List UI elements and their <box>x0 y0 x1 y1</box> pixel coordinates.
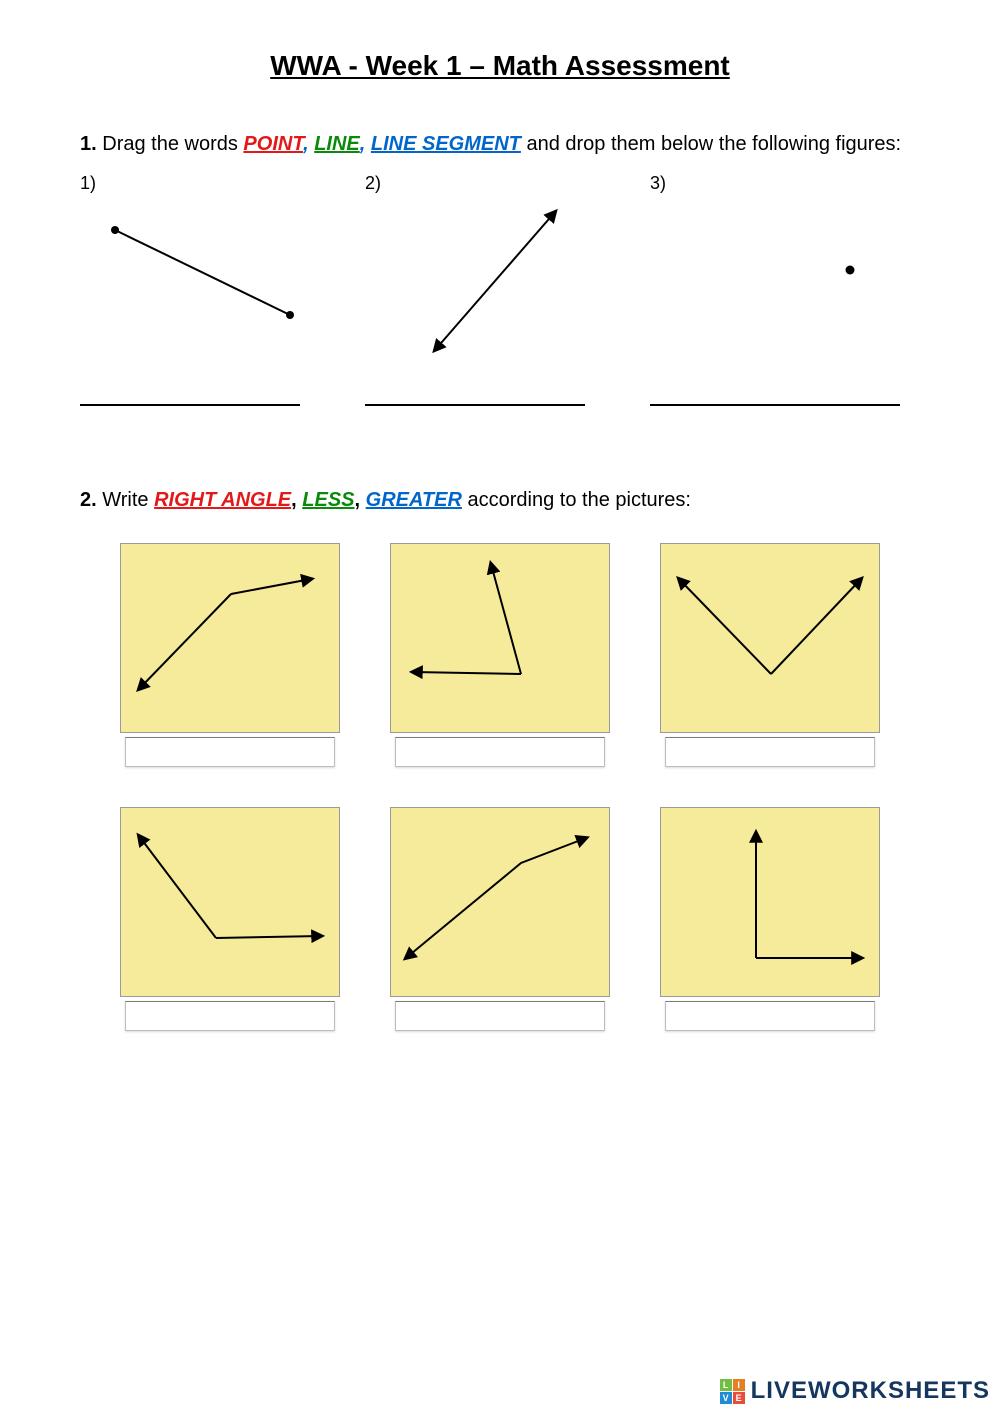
angle-box <box>390 543 610 733</box>
q1-instruction: 1. Drag the words POINT, LINE, LINE SEGM… <box>80 130 920 159</box>
angle-box <box>660 543 880 733</box>
q2-answer-input-5[interactable] <box>395 1001 605 1031</box>
q1-drop-1[interactable] <box>80 382 300 406</box>
watermark-text: LIVEWORKSHEETS <box>751 1377 990 1405</box>
q1-figure-1: 1) <box>80 173 350 406</box>
q2-number: 2. <box>80 489 97 511</box>
angle-box <box>120 543 340 733</box>
q1-kw-point[interactable]: POINT <box>243 133 303 155</box>
q1-drop-3[interactable] <box>650 382 900 406</box>
logo-cell: V <box>720 1392 732 1404</box>
q1-figure-3: 3) <box>650 173 920 406</box>
logo-cell: I <box>733 1379 745 1391</box>
q1-drop-2[interactable] <box>365 382 585 406</box>
q2-tile <box>390 807 610 1031</box>
q1-kw-line[interactable]: LINE <box>314 133 360 155</box>
q1-fig3-label: 3) <box>650 173 920 194</box>
angle-box <box>120 807 340 997</box>
q1-figures-row: 1) 2) 3) <box>80 173 920 406</box>
angle-box <box>390 807 610 997</box>
angle-icon <box>121 808 341 998</box>
angle-icon <box>661 808 881 998</box>
q2-sep1: , <box>291 489 302 511</box>
line-segment-icon <box>80 200 350 360</box>
q2-answer-input-4[interactable] <box>125 1001 335 1031</box>
angle-icon <box>391 808 611 998</box>
q2-tail: according to the pictures: <box>462 489 691 511</box>
logo-cell: L <box>720 1379 732 1391</box>
q1-kw-linesegment[interactable]: LINE SEGMENT <box>371 133 521 155</box>
q2-instruction: 2. Write RIGHT ANGLE, LESS, GREATER acco… <box>80 486 920 515</box>
q2-answer-input-2[interactable] <box>395 737 605 767</box>
angle-icon <box>391 544 611 734</box>
q1-sep2: , <box>360 133 371 155</box>
q2-tile <box>120 543 340 767</box>
watermark: LIVE LIVEWORKSHEETS <box>720 1377 990 1405</box>
q2-sep2: , <box>355 489 366 511</box>
q2-lead: Write <box>97 489 154 511</box>
q1-tail: and drop them below the following figure… <box>521 133 901 155</box>
q1-sep1: , <box>303 133 314 155</box>
q2-tile <box>390 543 610 767</box>
angle-box <box>660 807 880 997</box>
q2-answer-input-1[interactable] <box>125 737 335 767</box>
angle-icon <box>661 544 881 734</box>
point-icon <box>650 200 920 360</box>
q2-tile <box>120 807 340 1031</box>
logo-cell: E <box>733 1392 745 1404</box>
page-title: WWA - Week 1 – Math Assessment <box>80 50 920 82</box>
q1-lead: Drag the words <box>97 133 244 155</box>
q2-kw-rightangle: RIGHT ANGLE <box>154 489 291 511</box>
q2-answer-input-3[interactable] <box>665 737 875 767</box>
q2-tile <box>660 543 880 767</box>
q1-fig1-label: 1) <box>80 173 350 194</box>
q1-number: 1. <box>80 133 97 155</box>
angle-icon <box>121 544 341 734</box>
q1-fig2-label: 2) <box>365 173 635 194</box>
liveworksheets-logo-icon: LIVE <box>720 1379 745 1404</box>
q2-tile-grid <box>80 543 920 1031</box>
q2-answer-input-6[interactable] <box>665 1001 875 1031</box>
q2-tile <box>660 807 880 1031</box>
line-icon <box>365 200 635 360</box>
q2-kw-greater: GREATER <box>366 489 462 511</box>
q2-kw-less: LESS <box>302 489 354 511</box>
q1-figure-2: 2) <box>365 173 635 406</box>
